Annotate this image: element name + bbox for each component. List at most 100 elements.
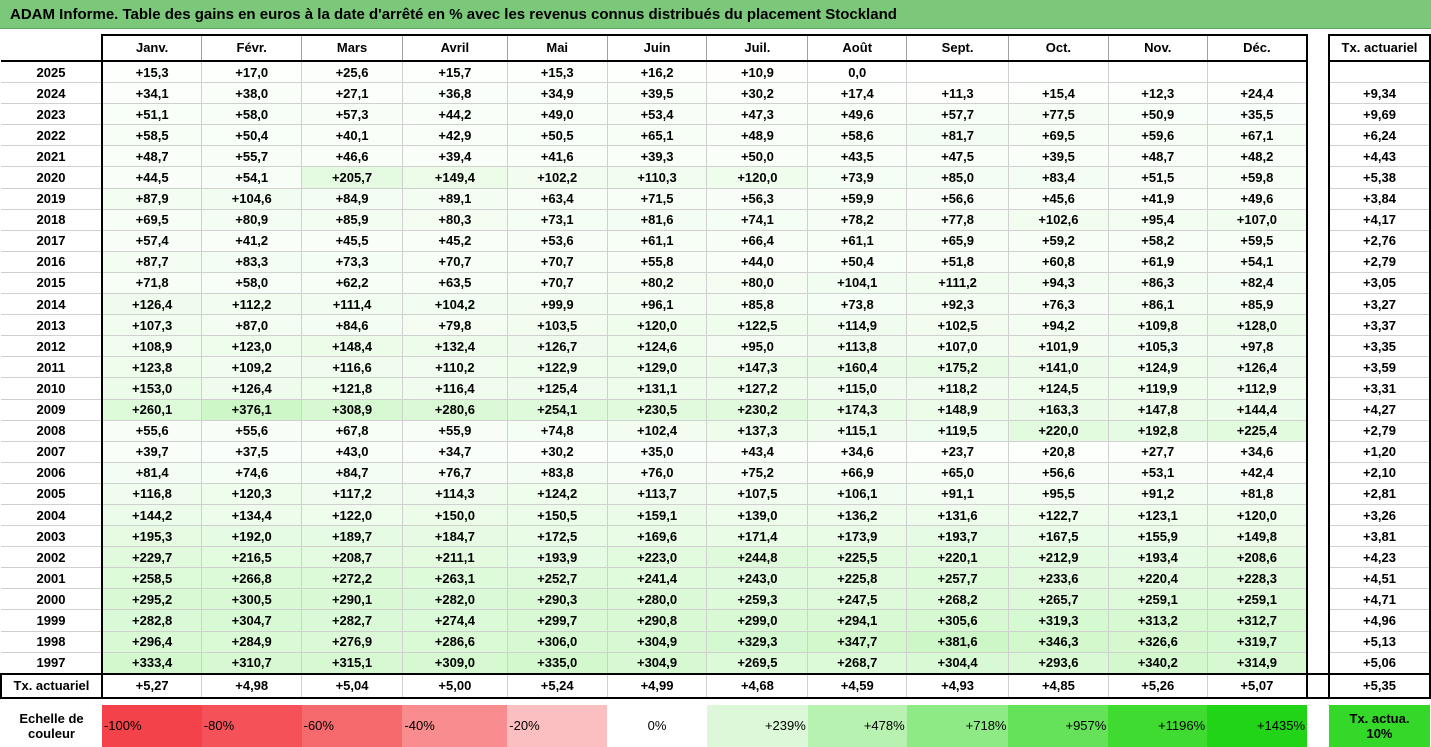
table-row: 2012 +108,9 +123,0 +148,4 +132,4 +126,7 +124,6…	[1, 335, 1431, 358]
gain-cell: +58,5	[101, 124, 203, 147]
table-row: 2014 +126,4 +112,2 +111,4 +104,2 +99,9 +96,1 +8…	[1, 293, 1431, 316]
gain-cell: +269,5	[706, 652, 809, 675]
gain-cell: +46,6	[301, 145, 403, 168]
gain-cell: +113,8	[807, 335, 908, 358]
gain-cell: +105,3	[1108, 335, 1208, 358]
gain-cell: +118,2	[906, 377, 1009, 400]
gain-cell: +106,1	[807, 483, 908, 505]
column-gap	[1307, 631, 1329, 653]
month-header: Janv.	[101, 34, 203, 62]
total-cell: +4,68	[706, 672, 809, 699]
gain-cell: +153,0	[101, 377, 203, 400]
gain-cell: +104,2	[402, 293, 508, 316]
gain-cell: +308,9	[301, 399, 403, 421]
actuarial-cell: +2,81	[1327, 483, 1431, 505]
color-scale-swatch: +957%	[1008, 704, 1109, 747]
actuarial-cell: +4,51	[1327, 567, 1431, 590]
gain-cell: +50,4	[807, 251, 908, 273]
total-cell: +5,27	[101, 672, 203, 699]
gain-cell: +25,6	[301, 61, 403, 84]
gain-cell: +208,6	[1207, 546, 1309, 569]
gain-cell: +65,1	[607, 124, 708, 147]
gain-cell: +48,7	[1108, 145, 1208, 168]
gain-cell: +109,8	[1108, 314, 1208, 337]
color-scale-swatch: -60%	[301, 704, 403, 747]
table-row: 2015 +71,8 +58,0 +62,2 +63,5 +70,7 +80,2 +80,0 +…	[1, 272, 1431, 295]
column-gap	[1307, 504, 1329, 526]
gain-cell: +144,4	[1207, 399, 1309, 421]
gain-cell: +39,4	[402, 145, 508, 168]
gain-cell: +12,3	[1108, 82, 1208, 105]
gain-cell: +70,7	[507, 272, 608, 295]
color-scale-swatch: +478%	[807, 704, 907, 747]
gain-cell: +80,3	[402, 209, 508, 231]
column-gap	[1307, 293, 1329, 315]
year-cell: 1999	[1, 609, 103, 632]
year-cell: 2014	[1, 293, 103, 316]
gain-cell: +376,1	[201, 399, 303, 421]
gain-cell: +102,4	[607, 420, 708, 442]
gain-cell: +312,7	[1207, 609, 1309, 632]
actuarial-cell: +4,43	[1327, 145, 1431, 168]
gain-cell: +85,8	[706, 293, 809, 316]
gain-cell: +326,6	[1108, 631, 1208, 653]
gain-cell: +124,6	[607, 335, 708, 358]
gain-cell: +76,3	[1008, 293, 1109, 316]
gain-cell: +119,5	[906, 420, 1009, 442]
gain-cell: +150,0	[402, 504, 508, 527]
gain-cell: +144,2	[101, 504, 203, 527]
gain-cell: +115,1	[807, 420, 908, 442]
gain-cell: +55,8	[607, 251, 708, 273]
gain-cell: +10,9	[706, 61, 809, 84]
gain-cell: +113,7	[607, 483, 708, 505]
gain-cell: +36,8	[402, 82, 508, 105]
gain-cell: +315,1	[301, 652, 403, 675]
gain-cell: +300,5	[201, 588, 303, 611]
total-actuarial-cell: +5,35	[1327, 672, 1431, 699]
table-row: 2005 +116,8 +120,3 +117,2 +114,3 +124,2 +113,7…	[1, 483, 1431, 505]
gain-cell: +41,2	[201, 230, 303, 252]
gain-cell: +61,9	[1108, 251, 1208, 273]
gain-cell: +39,5	[607, 82, 708, 105]
gain-cell: +67,1	[1207, 124, 1309, 147]
actuarial-cell	[1327, 61, 1431, 84]
color-scale-swatch: -20%	[507, 704, 608, 747]
column-gap	[1307, 82, 1329, 104]
gain-cell: +139,0	[706, 504, 809, 527]
gain-cell: +169,6	[607, 525, 708, 548]
gain-cell: +83,4	[1008, 166, 1109, 189]
gain-cell: +280,0	[607, 588, 708, 611]
gain-cell: +75,2	[706, 462, 809, 484]
actuarial-cell: +2,76	[1327, 230, 1431, 252]
gain-cell	[1008, 61, 1109, 84]
gain-cell: +96,1	[607, 293, 708, 316]
gain-cell: +265,7	[1008, 588, 1109, 611]
gain-cell: +124,5	[1008, 377, 1109, 400]
gain-cell: 0,0	[807, 61, 908, 84]
table-row: 2004 +144,2 +134,4 +122,0 +150,0 +150,5 +159,1…	[1, 504, 1431, 527]
gains-table: Janv. Févr. Mars Avril Mai Juin Juil. Août Sept.…	[0, 34, 1431, 747]
gain-cell: +304,7	[201, 609, 303, 632]
gain-cell: +57,3	[301, 103, 403, 126]
gain-cell: +65,0	[906, 462, 1009, 484]
table-row: 2024 +34,1 +38,0 +27,1 +36,8 +34,9 +39,5 +30,2 +…	[1, 82, 1431, 105]
total-cell: +5,00	[402, 672, 508, 699]
gain-cell: +34,6	[807, 441, 908, 463]
actuarial-cell: +1,20	[1327, 441, 1431, 463]
gain-cell: +61,1	[807, 230, 908, 252]
gain-cell: +107,5	[706, 483, 809, 505]
gain-cell: +78,2	[807, 209, 908, 231]
gain-cell: +58,0	[201, 103, 303, 126]
gain-cell: +86,3	[1108, 272, 1208, 295]
color-scale-row: Echelle de couleur -100% -80% -60% -40% -20% 0…	[1, 704, 1430, 747]
gain-cell: +111,2	[906, 272, 1009, 295]
actuarial-cell: +4,71	[1327, 588, 1431, 611]
column-gap	[1307, 251, 1329, 273]
gain-cell: +141,0	[1008, 356, 1109, 379]
gain-cell: +66,9	[807, 462, 908, 484]
month-header: Avril	[402, 34, 508, 62]
gain-cell: +263,1	[402, 567, 508, 590]
actuarial-cell: +5,13	[1327, 631, 1431, 653]
gain-cell: +45,6	[1008, 188, 1109, 210]
gain-cell: +65,9	[906, 230, 1009, 252]
